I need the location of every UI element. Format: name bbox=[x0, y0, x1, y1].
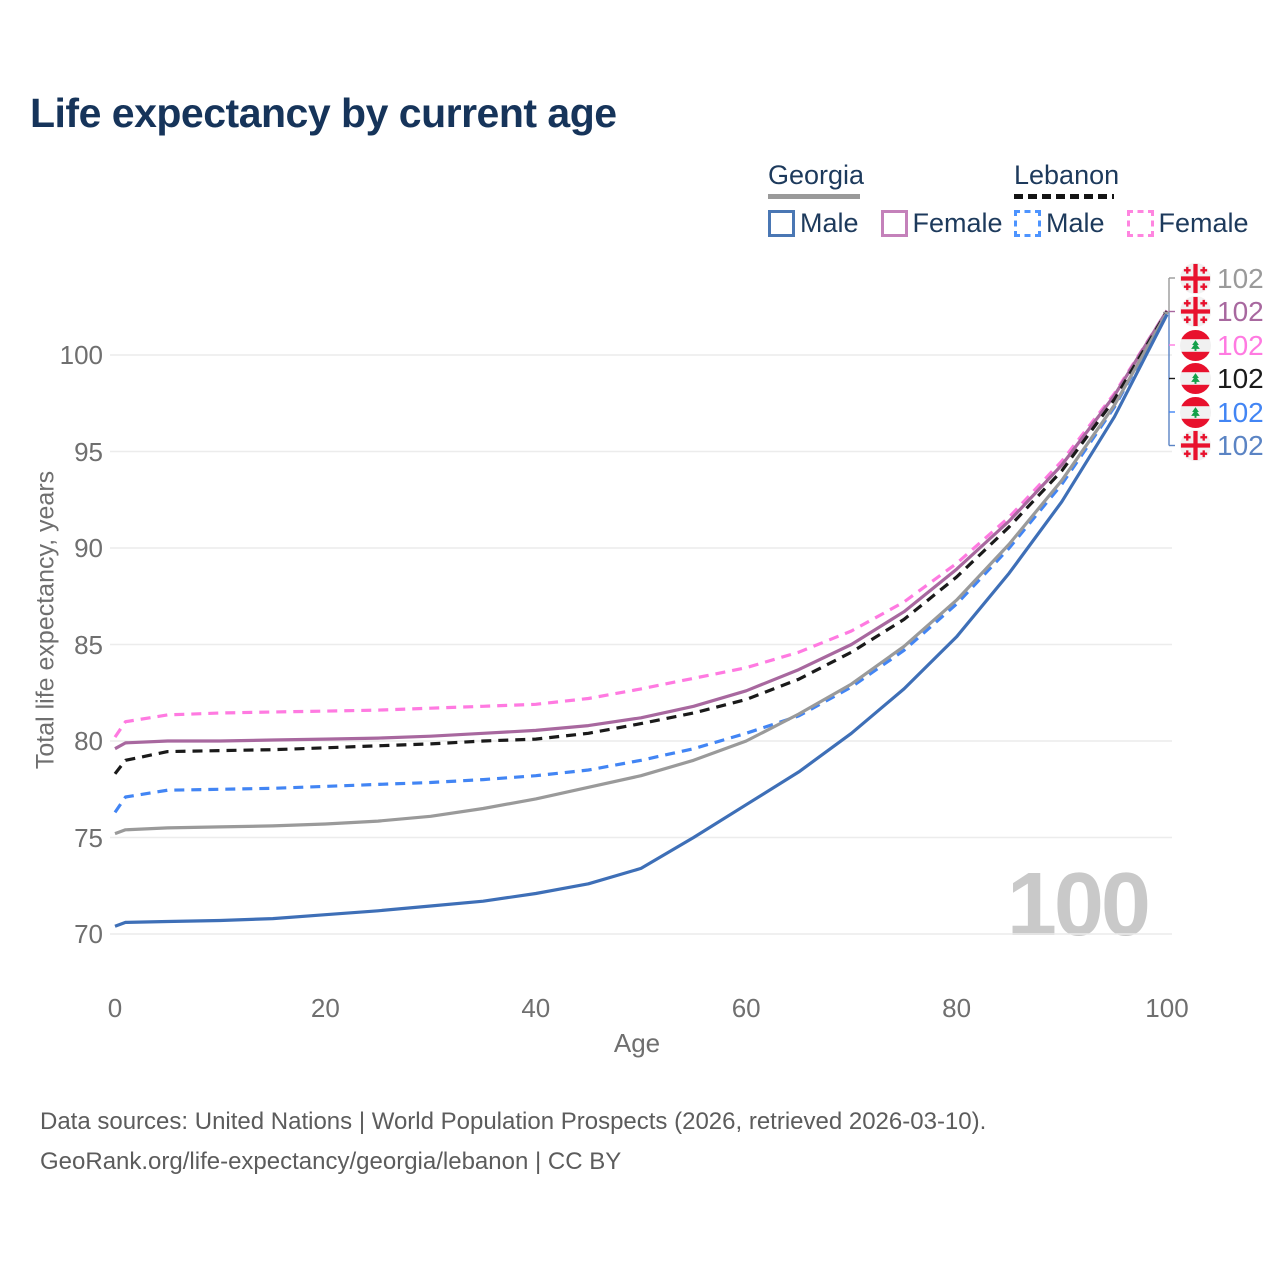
x-tick-20: 20 bbox=[310, 993, 340, 1023]
legend-item-georgia-female[interactable]: Female bbox=[880, 208, 1003, 239]
footer-attribution: GeoRank.org/life-expectancy/georgia/leba… bbox=[40, 1148, 622, 1175]
y-tick-80: 80 bbox=[74, 726, 103, 756]
y-tick-75: 75 bbox=[74, 822, 103, 853]
georgia-female-swatch bbox=[880, 210, 908, 237]
x-axis-title: Age bbox=[613, 1028, 661, 1058]
end-value: 102 bbox=[1217, 296, 1264, 327]
series-line-lebanon-both[interactable] bbox=[113, 310, 1169, 775]
series-line-georgia-both[interactable] bbox=[114, 311, 1169, 836]
footer-data-sources: Data sources: United Nations | World Pop… bbox=[40, 1108, 987, 1135]
georgia-flag-icon bbox=[1180, 430, 1211, 461]
series-line-lebanon-female[interactable] bbox=[113, 309, 1169, 739]
end-label-4-lebanon: 102 bbox=[1180, 396, 1264, 428]
y-axis-title: Total life expectancy, years bbox=[31, 470, 60, 770]
x-tick-60: 60 bbox=[731, 993, 761, 1023]
legend-item-georgia-male[interactable]: Male bbox=[768, 208, 859, 239]
x-tick-100: 100 bbox=[1145, 993, 1189, 1023]
series-line-lebanon-male[interactable] bbox=[113, 311, 1169, 814]
lebanon-male-label: Male bbox=[1046, 208, 1105, 238]
georgia-male-label: Male bbox=[800, 208, 859, 238]
georgia-solid-line-swatch bbox=[768, 194, 860, 199]
y-tick-95: 95 bbox=[74, 436, 103, 467]
lebanon-male-swatch bbox=[1014, 210, 1041, 237]
legend-lebanon-title: Lebanon bbox=[1014, 160, 1120, 190]
end-label-5-georgia: 102 bbox=[1180, 430, 1264, 461]
legend-group-georgia: Georgia Male Female bbox=[768, 160, 1003, 239]
page-title: Life expectancy by current age bbox=[30, 90, 617, 136]
y-tick-70: 70 bbox=[74, 919, 103, 949]
legend-group-lebanon: Lebanon Male Female bbox=[1014, 160, 1249, 239]
y-tick-100: 100 bbox=[59, 340, 103, 370]
end-value: 102 bbox=[1217, 396, 1264, 428]
lebanon-flag-icon bbox=[1180, 363, 1211, 394]
lebanon-flag-icon bbox=[1180, 396, 1211, 428]
lebanon-female-swatch bbox=[1126, 210, 1154, 237]
georgia-female-label: Female bbox=[912, 208, 1003, 238]
end-value: 102 bbox=[1217, 262, 1264, 294]
lebanon-flag-icon bbox=[1180, 329, 1211, 361]
georgia-male-swatch bbox=[768, 210, 795, 237]
georgia-flag-icon bbox=[1180, 262, 1211, 294]
legend-item-lebanon-male[interactable]: Male bbox=[1014, 208, 1105, 239]
lebanon-dashed-line-swatch bbox=[1014, 194, 1114, 199]
age-watermark: 100 bbox=[1006, 855, 1151, 955]
legend-item-lebanon-female[interactable]: Female bbox=[1126, 208, 1249, 239]
x-tick-80: 80 bbox=[942, 993, 972, 1023]
end-value: 102 bbox=[1217, 430, 1264, 461]
series-line-georgia-female[interactable] bbox=[114, 309, 1169, 751]
end-label-2-lebanon: 102 bbox=[1180, 329, 1264, 361]
legend-georgia-title: Georgia bbox=[768, 160, 865, 190]
series-line-georgia-male[interactable] bbox=[114, 313, 1169, 928]
end-label-1-georgia: 102 bbox=[1180, 296, 1264, 327]
y-tick-85: 85 bbox=[74, 629, 103, 660]
y-tick-90: 90 bbox=[74, 533, 103, 563]
end-value: 102 bbox=[1217, 329, 1264, 361]
end-value: 102 bbox=[1217, 363, 1264, 394]
lebanon-female-label: Female bbox=[1158, 208, 1249, 238]
end-label-0-georgia: 102 bbox=[1180, 262, 1264, 294]
x-tick-0: 0 bbox=[107, 993, 123, 1023]
x-tick-40: 40 bbox=[521, 993, 551, 1023]
end-label-3-lebanon: 102 bbox=[1180, 363, 1264, 394]
georgia-flag-icon bbox=[1180, 296, 1211, 327]
